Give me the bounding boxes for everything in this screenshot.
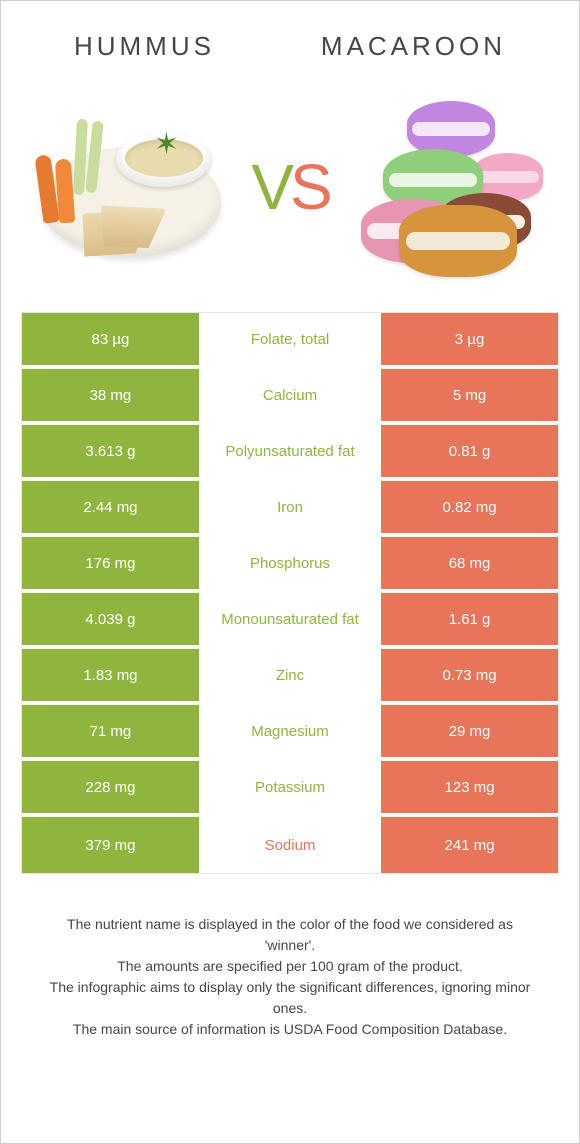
nutrient-label: Potassium — [199, 761, 381, 813]
macaroon-value: 0.73 mg — [381, 649, 558, 701]
table-row: 38 mgCalcium5 mg — [22, 369, 558, 425]
images-row: ✶ VS — [1, 82, 579, 312]
macaroon-value: 241 mg — [381, 817, 558, 873]
footnote-line: The main source of information is USDA F… — [41, 1019, 539, 1040]
nutrient-label: Sodium — [199, 817, 381, 873]
hummus-value: 176 mg — [22, 537, 199, 589]
footnotes: The nutrient name is displayed in the co… — [1, 874, 579, 1040]
nutrient-label: Phosphorus — [199, 537, 381, 589]
nutrient-label: Calcium — [199, 369, 381, 421]
table-row: 1.83 mgZinc0.73 mg — [22, 649, 558, 705]
nutrient-table: 83 µgFolate, total3 µg38 mgCalcium5 mg3.… — [21, 312, 559, 874]
header: Hummus Macaroon — [1, 1, 579, 82]
parsley-icon: ✶ — [154, 127, 179, 162]
vs-s: S — [290, 151, 329, 223]
macaroon-value: 1.61 g — [381, 593, 558, 645]
table-row: 3.613 gPolyunsaturated fat0.81 g — [22, 425, 558, 481]
macaroon-value: 5 mg — [381, 369, 558, 421]
macaroon-value: 0.82 mg — [381, 481, 558, 533]
hummus-value: 38 mg — [22, 369, 199, 421]
hummus-value: 379 mg — [22, 817, 199, 873]
macaroon-value: 0.81 g — [381, 425, 558, 477]
footnote-line: The nutrient name is displayed in the co… — [41, 914, 539, 956]
table-row: 379 mgSodium241 mg — [22, 817, 558, 873]
title-macaroon: Macaroon — [321, 31, 506, 62]
vs-label: VS — [251, 150, 328, 224]
table-row: 228 mgPotassium123 mg — [22, 761, 558, 817]
hummus-value: 71 mg — [22, 705, 199, 757]
macaroon-illustration — [349, 97, 549, 277]
hummus-value: 4.039 g — [22, 593, 199, 645]
hummus-value: 2.44 mg — [22, 481, 199, 533]
vs-v: V — [251, 151, 290, 223]
nutrient-label: Magnesium — [199, 705, 381, 757]
nutrient-label: Folate, total — [199, 313, 381, 365]
macaroon-value: 68 mg — [381, 537, 558, 589]
macaroon-value: 3 µg — [381, 313, 558, 365]
hummus-value: 228 mg — [22, 761, 199, 813]
title-hummus: Hummus — [74, 31, 215, 62]
nutrient-label: Iron — [199, 481, 381, 533]
nutrient-label: Monounsaturated fat — [199, 593, 381, 645]
table-row: 4.039 gMonounsaturated fat1.61 g — [22, 593, 558, 649]
macaroon-value: 123 mg — [381, 761, 558, 813]
table-row: 71 mgMagnesium29 mg — [22, 705, 558, 761]
table-row: 2.44 mgIron0.82 mg — [22, 481, 558, 537]
footnote-line: The amounts are specified per 100 gram o… — [41, 956, 539, 977]
hummus-value: 3.613 g — [22, 425, 199, 477]
nutrient-label: Polyunsaturated fat — [199, 425, 381, 477]
hummus-illustration: ✶ — [31, 97, 231, 277]
nutrient-label: Zinc — [199, 649, 381, 701]
footnote-line: The infographic aims to display only the… — [41, 977, 539, 1019]
table-row: 83 µgFolate, total3 µg — [22, 313, 558, 369]
hummus-value: 1.83 mg — [22, 649, 199, 701]
hummus-value: 83 µg — [22, 313, 199, 365]
table-row: 176 mgPhosphorus68 mg — [22, 537, 558, 593]
macaroon-value: 29 mg — [381, 705, 558, 757]
